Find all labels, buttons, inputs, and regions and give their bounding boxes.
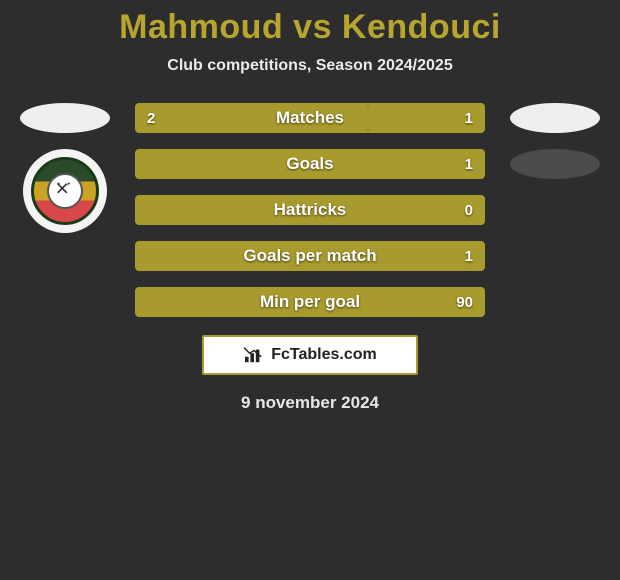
- stat-bar: Goals per match 1: [135, 241, 485, 271]
- stat-bar: Min per goal 90: [135, 287, 485, 317]
- content-row: 2 Matches 1 Goals 1 Hattricks 0 Goals per match…: [0, 103, 620, 317]
- stats-column: 2 Matches 1 Goals 1 Hattricks 0 Goals per match…: [135, 103, 485, 317]
- stat-label: Goals per match: [243, 246, 376, 266]
- player-left-club-badge: [23, 149, 107, 233]
- brand-text: FcTables.com: [271, 346, 377, 364]
- club-badge-inner: [31, 157, 99, 225]
- page-title: Mahmoud vs Kendouci: [0, 8, 620, 47]
- stat-value-right: 90: [456, 294, 473, 311]
- comparison-container: Mahmoud vs Kendouci Club competitions, S…: [0, 0, 620, 413]
- player-right-column: [505, 103, 605, 179]
- crossed-swords-icon: [54, 180, 76, 202]
- player-right-club-placeholder: [510, 149, 600, 179]
- stat-label: Matches: [276, 108, 344, 128]
- stat-value-right: 1: [465, 110, 473, 127]
- stat-value-right: 0: [465, 202, 473, 219]
- stat-bar: Hattricks 0: [135, 195, 485, 225]
- player-right-face: [510, 103, 600, 133]
- stat-label: Goals: [286, 154, 333, 174]
- stat-bar: 2 Matches 1: [135, 103, 485, 133]
- stat-value-right: 1: [465, 156, 473, 173]
- player-left-face: [20, 103, 110, 133]
- stat-label: Hattricks: [274, 200, 347, 220]
- brand-box[interactable]: FcTables.com: [202, 335, 418, 375]
- stat-value-right: 1: [465, 248, 473, 265]
- player-left-column: [15, 103, 115, 233]
- stat-value-left: 2: [147, 110, 155, 127]
- stat-bar: Goals 1: [135, 149, 485, 179]
- footer-date: 9 november 2024: [0, 393, 620, 413]
- stat-label: Min per goal: [260, 292, 360, 312]
- bar-chart-icon: [243, 346, 265, 364]
- page-subtitle: Club competitions, Season 2024/2025: [0, 57, 620, 75]
- club-badge-center: [47, 173, 83, 209]
